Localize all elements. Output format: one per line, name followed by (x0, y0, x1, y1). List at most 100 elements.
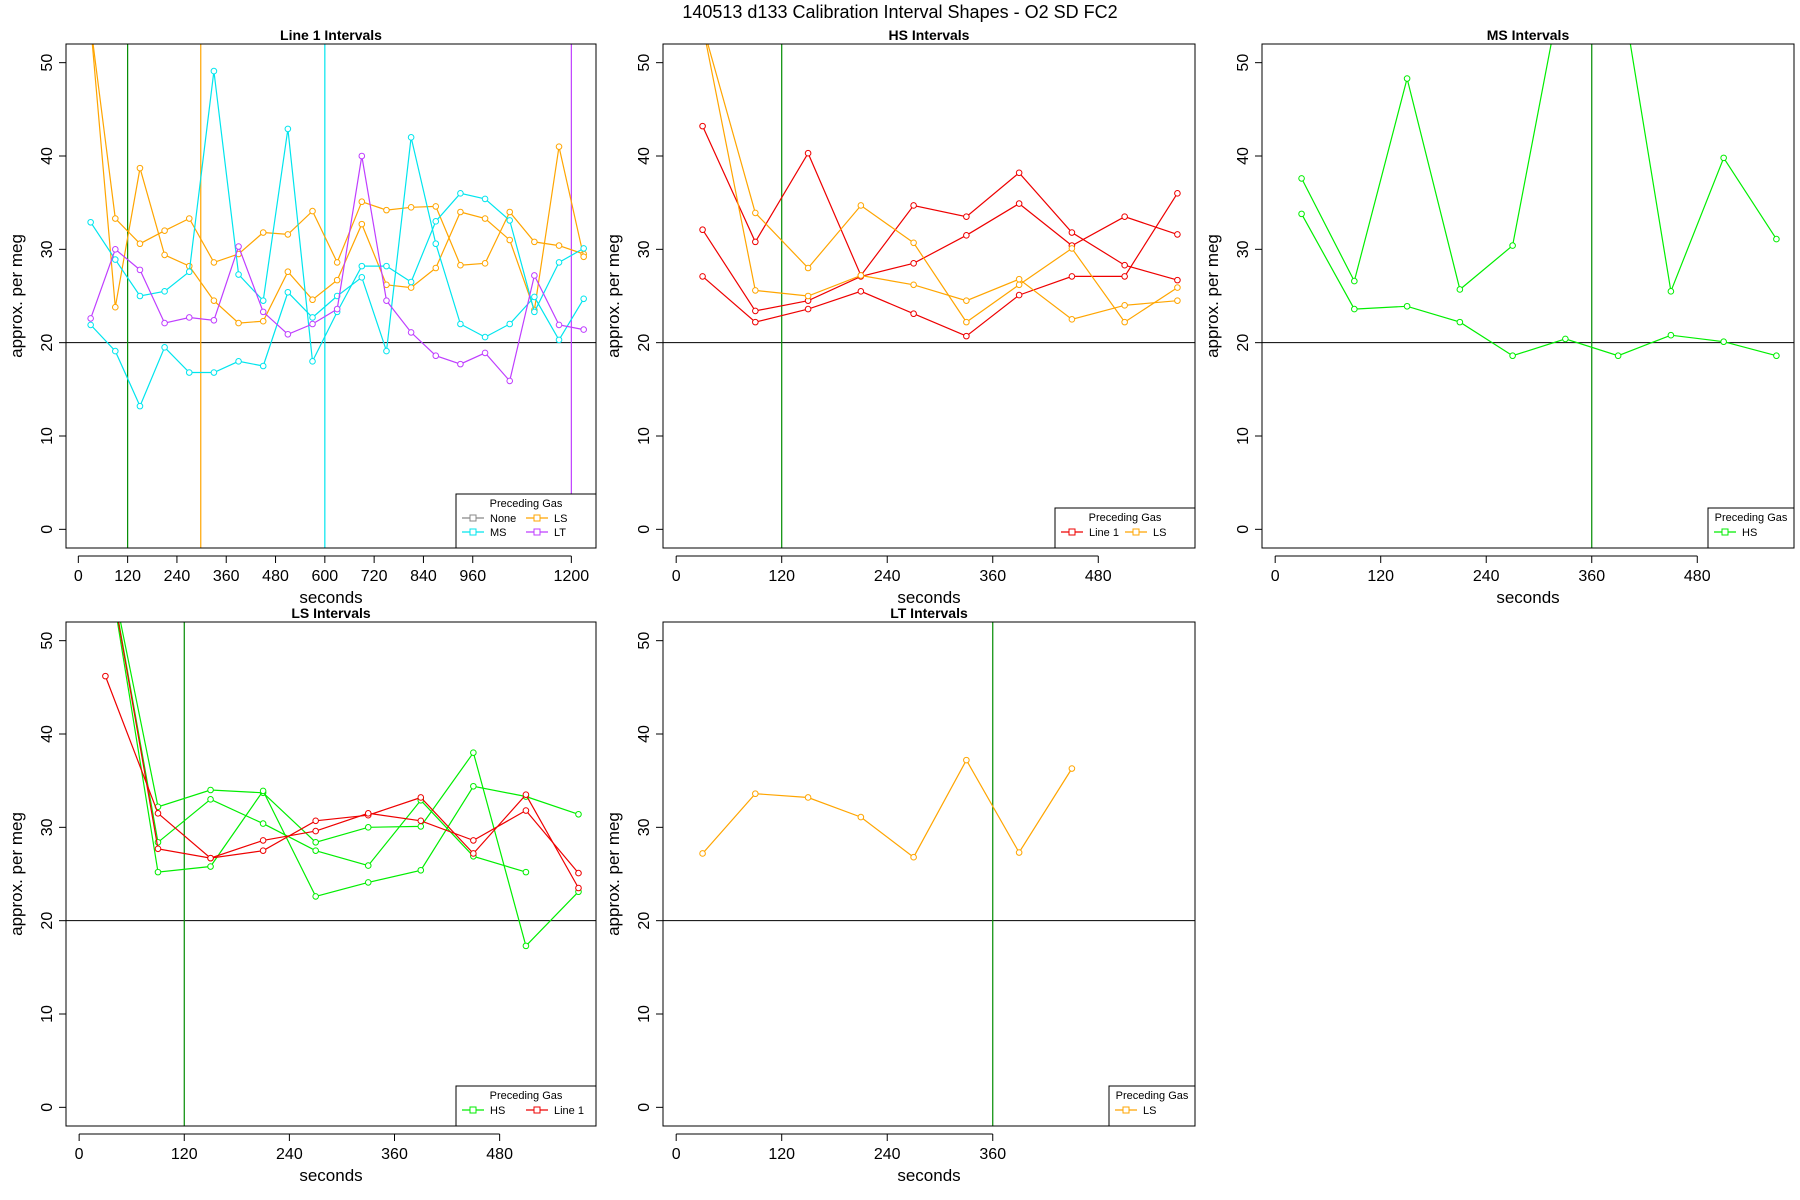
series-line (1301, 213, 1777, 357)
y-tick-label: 0 (39, 1103, 56, 1112)
data-point (364, 824, 372, 831)
data-point (1667, 331, 1675, 339)
y-tick-label: 40 (636, 147, 653, 165)
data-point (1456, 286, 1464, 293)
data-point (531, 238, 538, 246)
panel-hs-intervals: HS Intervals 0 10 20 30 40 50 approx. per meg 0 1… (604, 27, 1196, 607)
legend-marker (1122, 1106, 1130, 1114)
data-point (136, 402, 144, 410)
legend: Preceding Gas HS (1707, 507, 1795, 549)
panel-lt-intervals: LT Intervals 0 10 20 30 40 50 approx. per meg 0 1… (604, 605, 1196, 1185)
data-point (580, 295, 587, 303)
data-point (417, 817, 425, 825)
y-tick-label: 0 (39, 525, 56, 534)
series-line (702, 192, 1178, 337)
series-line-1 (117, 622, 582, 877)
data-point (432, 264, 440, 272)
data-point (1121, 302, 1128, 309)
data-point (506, 208, 514, 216)
y-axis-label: approx. per meg (604, 812, 623, 936)
data-point (161, 344, 168, 351)
legend-label: HS (1742, 527, 1757, 539)
x-axis-label: seconds (299, 588, 362, 607)
data-point (531, 272, 538, 279)
data-point (1174, 297, 1181, 304)
data-point (580, 245, 587, 252)
series-line (702, 125, 1178, 281)
data-point (1015, 200, 1023, 207)
series-line (90, 71, 584, 364)
data-point (804, 305, 812, 313)
plot-frame (662, 43, 1196, 549)
x-tick-label: 360 (979, 1146, 1006, 1163)
x-tick-label: 960 (459, 568, 486, 585)
data-point (1298, 210, 1305, 218)
data-point (963, 213, 970, 220)
data-point (259, 837, 267, 844)
legend-marker (1721, 528, 1729, 536)
legend-entry-ls: LS (526, 513, 567, 525)
data-point (457, 208, 464, 216)
legend-box (1108, 1085, 1196, 1127)
series-ls (88, 23, 587, 327)
x-tick-label: 600 (311, 568, 338, 585)
data-point (112, 303, 119, 311)
data-point (235, 243, 242, 250)
y-tick-label: 10 (636, 1005, 653, 1023)
data-point (470, 749, 477, 756)
data-point (910, 239, 917, 247)
plot-area (663, 622, 1195, 1126)
data-point (1720, 154, 1727, 162)
y-tick-label: 30 (39, 818, 56, 836)
data-point (259, 308, 267, 316)
y-tick-label: 10 (636, 427, 653, 445)
data-point (88, 23, 94, 29)
data-point (752, 318, 759, 326)
data-point (1121, 261, 1128, 269)
data-point (259, 229, 267, 236)
data-point (506, 236, 514, 244)
legend: Preceding Gas LS (1108, 1085, 1196, 1127)
data-point (103, 545, 109, 551)
data-point (910, 853, 917, 861)
data-point (358, 220, 366, 228)
data-point (910, 202, 917, 209)
data-point (383, 206, 390, 214)
data-point (112, 347, 119, 355)
data-point (963, 297, 970, 304)
data-point (1174, 231, 1181, 238)
data-point (407, 284, 415, 291)
x-tick-label: 120 (114, 568, 141, 585)
data-point (1403, 302, 1411, 310)
data-point (555, 321, 563, 329)
x-tick-label: 240 (1473, 568, 1500, 585)
data-point (457, 190, 464, 197)
x-tick-label: 240 (276, 1146, 303, 1163)
x-tick-label: 120 (768, 1146, 795, 1163)
plot-frame (65, 621, 597, 1127)
data-point (284, 330, 292, 338)
data-point (1015, 291, 1023, 299)
data-point (407, 134, 415, 141)
data-point (309, 314, 316, 321)
y-tick-label: 50 (39, 632, 56, 650)
plot-area (1262, 44, 1794, 548)
data-point (1456, 318, 1464, 326)
data-point (1068, 316, 1076, 323)
legend-entry-ls: LS (1125, 527, 1166, 539)
series-line (90, 137, 585, 408)
plot-frame (65, 43, 597, 549)
legend-label: MS (490, 527, 507, 539)
x-tick-label: 480 (486, 1146, 513, 1163)
data-point (506, 377, 514, 385)
data-point (522, 807, 530, 814)
page-title: 140513 d133 Calibration Interval Shapes … (682, 2, 1118, 22)
data-point (88, 23, 94, 29)
data-point (284, 231, 292, 238)
data-point (1298, 175, 1305, 182)
data-point (857, 813, 865, 821)
data-point (963, 332, 970, 340)
data-point (1068, 273, 1076, 280)
data-point (1562, 335, 1569, 343)
